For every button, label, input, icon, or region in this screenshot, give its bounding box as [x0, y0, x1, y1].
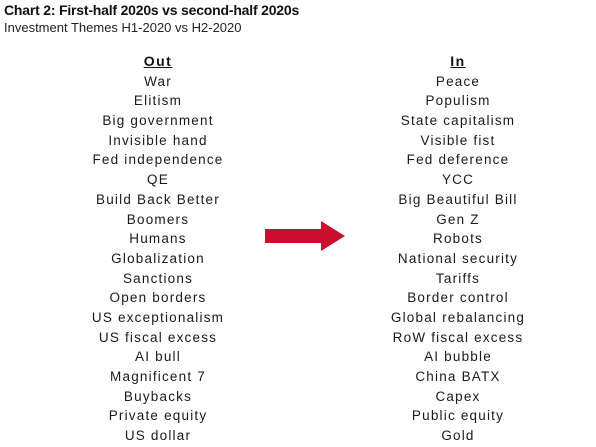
- list-item: Populism: [425, 93, 491, 109]
- list-item: Boomers: [126, 211, 190, 227]
- chart-title: Chart 2: First-half 2020s vs second-half…: [4, 2, 300, 18]
- in-column: In Peace Populism State capitalism Visible …: [358, 52, 558, 446]
- list-item: US dollar: [124, 428, 192, 444]
- list-item: US fiscal excess: [98, 329, 218, 345]
- chart-subtitle: Investment Themes H1-2020 vs H2-2020: [4, 20, 242, 35]
- list-item: Gold: [441, 428, 475, 444]
- list-item: National security: [397, 250, 519, 266]
- list-item: Magnificent 7: [110, 369, 206, 384]
- list-item: Open borders: [109, 290, 207, 306]
- list-item: Capex: [435, 388, 481, 404]
- list-item: QE: [147, 172, 169, 188]
- in-column-header: In: [450, 53, 466, 69]
- list-item: Peace: [435, 73, 481, 89]
- list-item: Big government: [102, 113, 214, 129]
- list-item: Public equity: [411, 408, 505, 424]
- list-item: Build Back Better: [96, 191, 220, 207]
- list-item: Buybacks: [123, 388, 193, 404]
- list-item: Global rebalancing: [390, 309, 526, 325]
- list-item: Fed independence: [92, 152, 224, 168]
- list-item: AI bull: [135, 349, 181, 365]
- list-item: Fed deference: [406, 152, 510, 168]
- list-item: RoW fiscal excess: [392, 329, 524, 345]
- list-item: Border control: [407, 290, 509, 306]
- arrow-shape: [265, 221, 345, 251]
- list-item: Robots: [433, 231, 483, 247]
- list-item: Humans: [129, 231, 187, 247]
- list-item: US exceptionalism: [91, 309, 225, 325]
- list-item: YCC: [441, 172, 475, 188]
- list-item: Big Beautiful Bill: [398, 191, 518, 207]
- list-item: Gen Z: [436, 211, 480, 227]
- list-item: Private equity: [108, 408, 208, 424]
- list-item: Invisible hand: [108, 132, 208, 148]
- list-item: AI bubble: [424, 349, 492, 365]
- list-item: State capitalism: [400, 113, 516, 129]
- in-list: Peace Populism State capitalism Visible fis…: [358, 72, 558, 446]
- out-list: War Elitism Big government Invisible hand Fe…: [58, 72, 258, 446]
- list-item: China BATX: [415, 369, 501, 384]
- right-arrow-icon: [265, 221, 345, 251]
- list-item: War: [144, 73, 172, 89]
- list-item: Visible fist: [420, 132, 496, 148]
- list-item: Globalization: [111, 250, 205, 266]
- list-item: Sanctions: [122, 270, 194, 286]
- out-column-header: Out: [143, 53, 173, 69]
- list-item: Tariffs: [435, 270, 481, 286]
- list-item: Elitism: [133, 93, 183, 109]
- out-column: Out War Elitism Big government Invisible ha…: [58, 52, 258, 446]
